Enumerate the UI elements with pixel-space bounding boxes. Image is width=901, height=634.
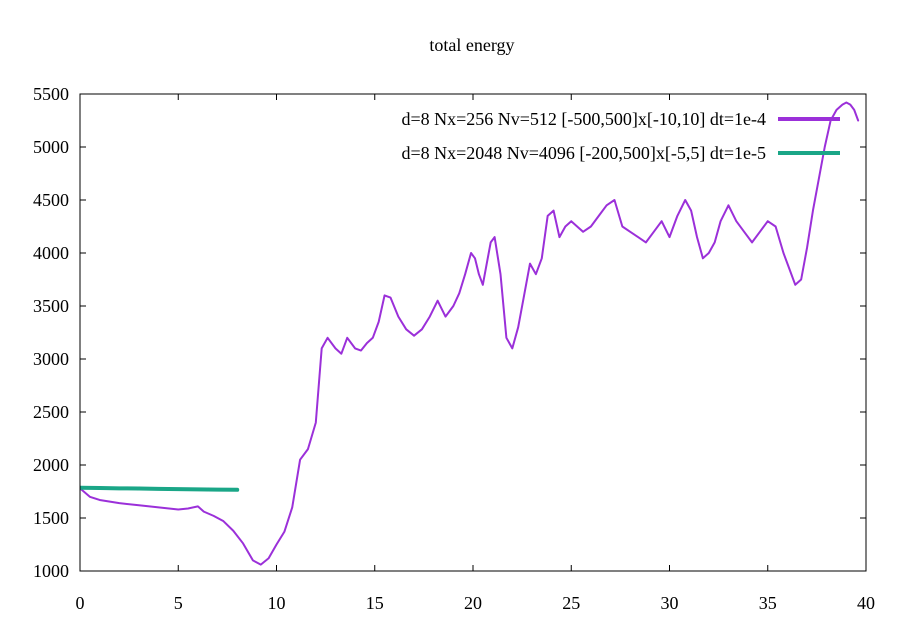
y-tick-label: 2000 [33,455,69,475]
x-tick-label: 15 [366,593,384,613]
chart-title: total energy [429,35,514,55]
series-layer [80,101,860,566]
x-tick-label: 25 [562,593,580,613]
axis-ticks [79,93,867,572]
legend-label-2: d=8 Nx=2048 Nv=4096 [-200,500]x[-5,5] dt… [401,143,766,163]
y-tick-label: 5000 [33,137,69,157]
y-tick-label: 2500 [33,402,69,422]
y-tick-label: 4000 [33,243,69,263]
x-tick-label: 10 [268,593,286,613]
series-line-2 [80,485,240,492]
x-tick-label: 0 [76,593,85,613]
y-tick-label: 1500 [33,508,69,528]
y-tick-label: 4500 [33,190,69,210]
x-tick-label: 5 [174,593,183,613]
x-tick-label: 35 [759,593,777,613]
x-tick-label: 30 [661,593,679,613]
y-tick-label: 5500 [33,84,69,104]
x-tick-label: 40 [857,593,875,613]
plot-frame [79,93,867,572]
y-tick-label: 1000 [33,561,69,581]
x-tick-label: 20 [464,593,482,613]
y-tick-label: 3000 [33,349,69,369]
legend-label-1: d=8 Nx=256 Nv=512 [-500,500]x[-10,10] dt… [401,109,766,129]
series-line-1 [80,101,860,566]
legend: d=8 Nx=256 Nv=512 [-500,500]x[-10,10] dt… [401,109,840,163]
tick-labels: 0 5 10 15 20 25 30 35 40 1000 1500 2000 2500 3000 3500… [33,84,875,613]
y-tick-label: 3500 [33,296,69,316]
